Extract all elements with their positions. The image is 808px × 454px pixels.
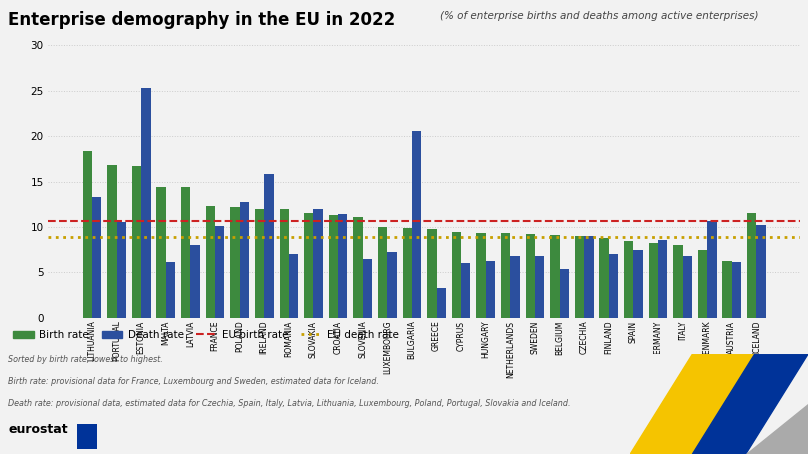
Bar — [116, 222, 126, 318]
Bar — [747, 213, 756, 318]
Bar — [707, 221, 717, 318]
Bar — [215, 226, 225, 318]
Bar — [600, 238, 608, 318]
Bar — [304, 213, 314, 318]
Bar — [525, 234, 535, 318]
Bar — [132, 166, 141, 318]
Legend: Birth rate, Death rate, EU birth rate, EU death rate: Birth rate, Death rate, EU birth rate, E… — [13, 330, 399, 340]
Text: Death rate: provisional data, estimated data for Czechia, Spain, Italy, Latvia, : Death rate: provisional data, estimated … — [8, 399, 570, 408]
Bar — [363, 259, 372, 318]
Bar — [756, 225, 766, 318]
Bar — [683, 256, 692, 318]
Bar — [560, 269, 569, 318]
Bar — [338, 214, 347, 318]
Bar — [181, 187, 191, 318]
Bar — [157, 187, 166, 318]
Bar — [624, 241, 633, 318]
Bar — [633, 250, 642, 318]
Bar — [658, 240, 667, 318]
Bar — [732, 262, 741, 318]
Bar — [477, 233, 486, 318]
Polygon shape — [630, 354, 755, 454]
Bar — [141, 88, 150, 318]
Bar — [608, 254, 618, 318]
Bar — [402, 228, 412, 318]
Bar — [501, 233, 511, 318]
Bar — [191, 245, 200, 318]
Bar — [412, 131, 421, 318]
Bar — [82, 151, 92, 318]
Polygon shape — [692, 354, 808, 454]
Bar — [673, 245, 683, 318]
Bar — [461, 263, 470, 318]
Bar — [511, 256, 520, 318]
Bar — [584, 236, 594, 318]
Bar — [353, 217, 363, 318]
Polygon shape — [746, 404, 808, 454]
Bar — [649, 243, 658, 318]
Text: Enterprise demography in the EU in 2022: Enterprise demography in the EU in 2022 — [8, 11, 395, 30]
Bar — [436, 288, 446, 318]
Bar — [550, 235, 560, 318]
Text: eurostat: eurostat — [8, 423, 68, 436]
Text: Birth rate: provisional data for France, Luxembourg and Sweden, estimated data f: Birth rate: provisional data for France,… — [8, 377, 379, 386]
Bar — [486, 261, 495, 318]
Bar — [452, 232, 461, 318]
Bar — [206, 206, 215, 318]
Bar — [280, 209, 288, 318]
Text: Sorted by birth rate, lowest to highest.: Sorted by birth rate, lowest to highest. — [8, 355, 163, 364]
Bar — [722, 261, 732, 318]
Bar — [387, 252, 397, 318]
Text: (% of enterprise births and deaths among active enterprises): (% of enterprise births and deaths among… — [440, 11, 759, 21]
Bar — [107, 165, 116, 318]
Bar — [574, 236, 584, 318]
Bar — [329, 215, 338, 318]
Bar — [255, 209, 264, 318]
Bar — [240, 202, 249, 318]
Bar — [698, 250, 707, 318]
Bar — [264, 174, 274, 318]
Bar — [314, 209, 323, 318]
Bar — [230, 207, 240, 318]
Bar — [427, 229, 436, 318]
Bar — [378, 227, 387, 318]
Bar — [166, 262, 175, 318]
Bar — [92, 197, 101, 318]
Bar — [535, 256, 545, 318]
Bar — [288, 254, 298, 318]
